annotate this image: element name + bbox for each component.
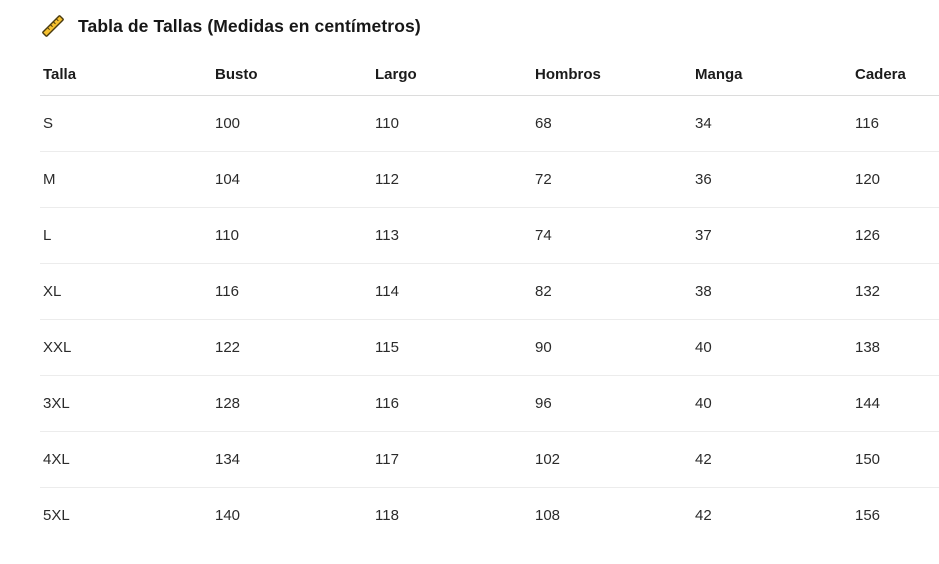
- measurement-value: 104: [212, 151, 372, 208]
- table-row-l: L 110 113 74 37 126: [40, 207, 939, 264]
- measurement-value: 100: [212, 95, 372, 152]
- measurement-value: 118: [375, 507, 399, 525]
- column-header-talla: Talla: [40, 57, 212, 96]
- measurement-value: 36: [692, 151, 852, 208]
- size-label: 5XL: [43, 507, 70, 525]
- size-table-head: Talla Busto Largo Hombros Manga Cadera: [40, 57, 939, 96]
- measurement-value: 128: [212, 375, 372, 432]
- table-row-5xl: 5XL 140 118 108 42 156: [40, 488, 939, 544]
- measurement-value: 102: [532, 431, 692, 488]
- size-label: S: [40, 95, 212, 152]
- column-header-manga: Manga: [692, 57, 852, 96]
- column-header-largo: Largo: [372, 57, 532, 96]
- size-label: XXL: [40, 319, 212, 376]
- table-row-m: M 104 112 72 36 120: [40, 151, 939, 208]
- size-label: 4XL: [40, 431, 212, 488]
- table-row-3xl: 3XL 128 116 96 40 144: [40, 375, 939, 432]
- measurement-value: 126: [852, 207, 939, 264]
- measurement-value: 115: [372, 319, 532, 376]
- measurement-value: 37: [692, 207, 852, 264]
- measurement-value: 34: [692, 95, 852, 152]
- table-row-xl: XL 116 114 82 38 132: [40, 263, 939, 320]
- ruler-icon: [40, 13, 66, 39]
- measurement-value: 150: [852, 431, 939, 488]
- measurement-value: 82: [532, 263, 692, 320]
- measurement-value: 116: [372, 375, 532, 432]
- measurement-value: 156: [855, 507, 881, 525]
- measurement-value: 117: [372, 431, 532, 488]
- measurement-value: 116: [852, 95, 939, 152]
- section-header: Tabla de Tallas (Medidas en centímetros): [40, 12, 939, 40]
- table-row-s: S 100 110 68 34 116: [40, 95, 939, 152]
- measurement-value: 140: [215, 507, 241, 525]
- size-table-body: S 100 110 68 34 116 M 104 112 72 36 120 L 110 113 74 37 1…: [40, 95, 939, 544]
- size-label: XL: [40, 263, 212, 320]
- size-label: L: [40, 207, 212, 264]
- header-row: Talla Busto Largo Hombros Manga Cadera: [40, 57, 939, 96]
- measurement-value: 38: [692, 263, 852, 320]
- measurement-value: 110: [372, 95, 532, 152]
- measurement-value: 144: [852, 375, 939, 432]
- page-title: Tabla de Tallas (Medidas en centímetros): [78, 15, 421, 36]
- measurement-value: 42: [695, 507, 712, 525]
- measurement-value: 122: [212, 319, 372, 376]
- size-label: 3XL: [40, 375, 212, 432]
- measurement-value: 40: [692, 375, 852, 432]
- measurement-value: 120: [852, 151, 939, 208]
- measurement-value: 138: [852, 319, 939, 376]
- measurement-value: 113: [372, 207, 532, 264]
- measurement-value: 40: [692, 319, 852, 376]
- size-label: M: [40, 151, 212, 208]
- measurement-value: 68: [532, 95, 692, 152]
- table-row-4xl: 4XL 134 117 102 42 150: [40, 431, 939, 488]
- measurement-value: 116: [212, 263, 372, 320]
- column-header-hombros: Hombros: [532, 57, 692, 96]
- size-table: Talla Busto Largo Hombros Manga Cadera S 100 11…: [40, 57, 939, 544]
- measurement-value: 134: [212, 431, 372, 488]
- measurement-value: 132: [852, 263, 939, 320]
- table-row-xxl: XXL 122 115 90 40 138: [40, 319, 939, 376]
- measurement-value: 112: [372, 151, 532, 208]
- measurement-value: 110: [212, 207, 372, 264]
- measurement-value: 90: [532, 319, 692, 376]
- measurement-value: 72: [532, 151, 692, 208]
- measurement-value: 74: [532, 207, 692, 264]
- column-header-cadera: Cadera: [852, 57, 939, 96]
- measurement-value: 96: [532, 375, 692, 432]
- measurement-value: 114: [372, 263, 532, 320]
- measurement-value: 42: [692, 431, 852, 488]
- measurement-value: 108: [535, 507, 561, 525]
- column-header-busto: Busto: [212, 57, 372, 96]
